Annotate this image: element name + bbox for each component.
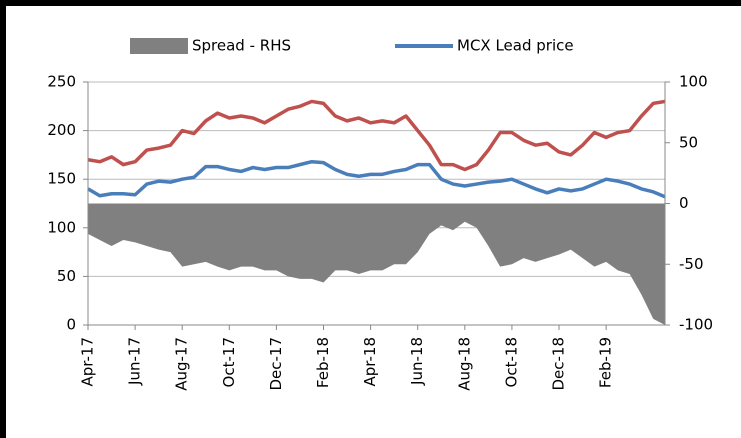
y2-tick-label: 50 bbox=[679, 133, 698, 151]
y-tick-label: 50 bbox=[57, 267, 76, 285]
legend-label: Spread - RHS bbox=[192, 37, 291, 55]
x-tick-label: Oct-18 bbox=[502, 337, 520, 387]
x-tick-label: Feb-18 bbox=[314, 337, 332, 388]
x-tick-label: Aug-17 bbox=[173, 337, 191, 391]
x-tick-label: Jun-17 bbox=[126, 337, 144, 386]
y2-tick-label: 0 bbox=[679, 194, 689, 212]
x-tick-label: Oct-17 bbox=[220, 337, 238, 387]
x-tick-label: Feb-19 bbox=[597, 337, 615, 388]
legend: Spread - RHS MCX Lead price bbox=[130, 37, 574, 55]
y-tick-label: 250 bbox=[47, 73, 76, 91]
y-tick-label: 100 bbox=[47, 218, 76, 236]
y2-tick-label: 100 bbox=[679, 73, 708, 91]
x-tick-label: Aug-18 bbox=[455, 337, 473, 391]
y-tick-label: 0 bbox=[66, 316, 76, 334]
x-tick-label: Apr-17 bbox=[79, 337, 97, 387]
x-tick-label: Jun-18 bbox=[408, 337, 426, 386]
area bbox=[88, 203, 665, 325]
y2-tick-label: -100 bbox=[679, 316, 713, 334]
legend-label: MCX Lead price bbox=[457, 37, 574, 55]
y2-tick-label: -50 bbox=[679, 255, 704, 273]
line bbox=[87, 159, 666, 199]
x-tick-label: Apr-18 bbox=[361, 337, 379, 387]
line bbox=[87, 99, 666, 172]
legend-swatch bbox=[130, 38, 188, 54]
x-tick-label: Dec-18 bbox=[550, 337, 568, 391]
y-tick-label: 150 bbox=[47, 170, 76, 188]
y-tick-label: 200 bbox=[47, 121, 76, 139]
x-tick-label: Dec-17 bbox=[267, 337, 285, 391]
